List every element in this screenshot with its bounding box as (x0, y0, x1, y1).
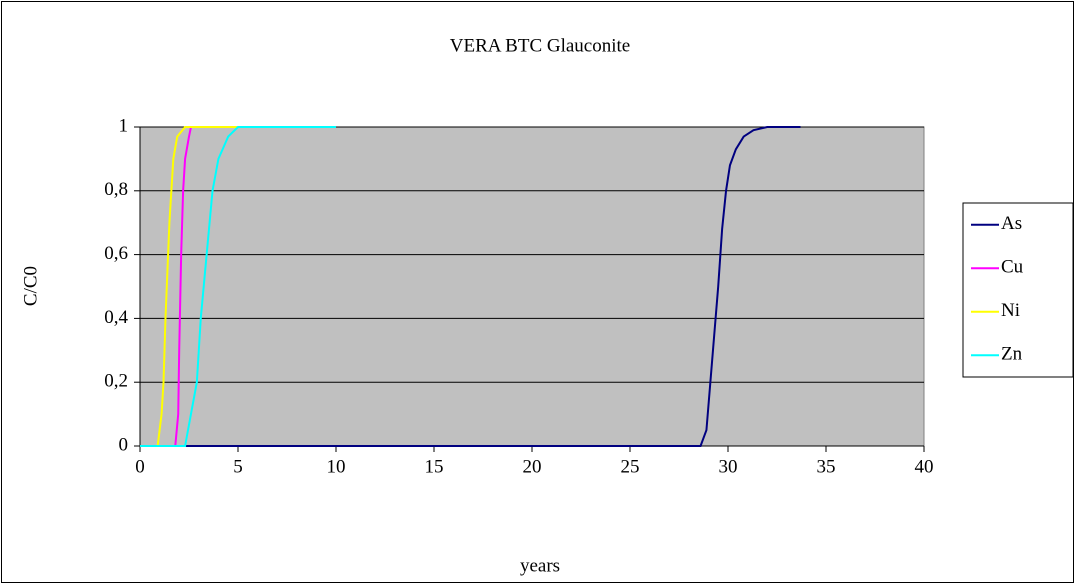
x-axis-label: years (520, 555, 560, 576)
series-line (140, 126, 238, 447)
x-tick-label: 5 (233, 456, 243, 477)
x-tick-label: 25 (621, 456, 640, 477)
x-tick-label: 30 (719, 456, 738, 477)
chart-title: VERA BTC Glauconite (450, 35, 630, 56)
legend-label: Cu (1001, 257, 1024, 278)
series-line (140, 126, 336, 447)
series-line (140, 126, 238, 447)
legend-label: Ni (1001, 300, 1020, 321)
y-tick-label: 0 (119, 434, 129, 455)
x-tick-label: 35 (817, 456, 836, 477)
x-tick-label: 40 (915, 456, 934, 477)
legend-box (962, 202, 1074, 378)
x-tick-label: 0 (135, 456, 145, 477)
x-tick-label: 15 (425, 456, 444, 477)
legend-label: As (1001, 213, 1022, 234)
y-axis-label: C/C0 (20, 266, 41, 306)
series-line (140, 126, 801, 447)
x-tick-label: 10 (327, 456, 346, 477)
y-tick-label: 1 (119, 115, 129, 136)
y-tick-label: 0,2 (104, 371, 128, 392)
y-tick-label: 0,6 (104, 243, 128, 264)
plot-area (139, 126, 925, 447)
x-tick-label: 20 (523, 456, 542, 477)
y-tick-label: 0,4 (104, 307, 128, 328)
y-tick-label: 0,8 (104, 179, 128, 200)
legend-label: Zn (1001, 344, 1023, 365)
